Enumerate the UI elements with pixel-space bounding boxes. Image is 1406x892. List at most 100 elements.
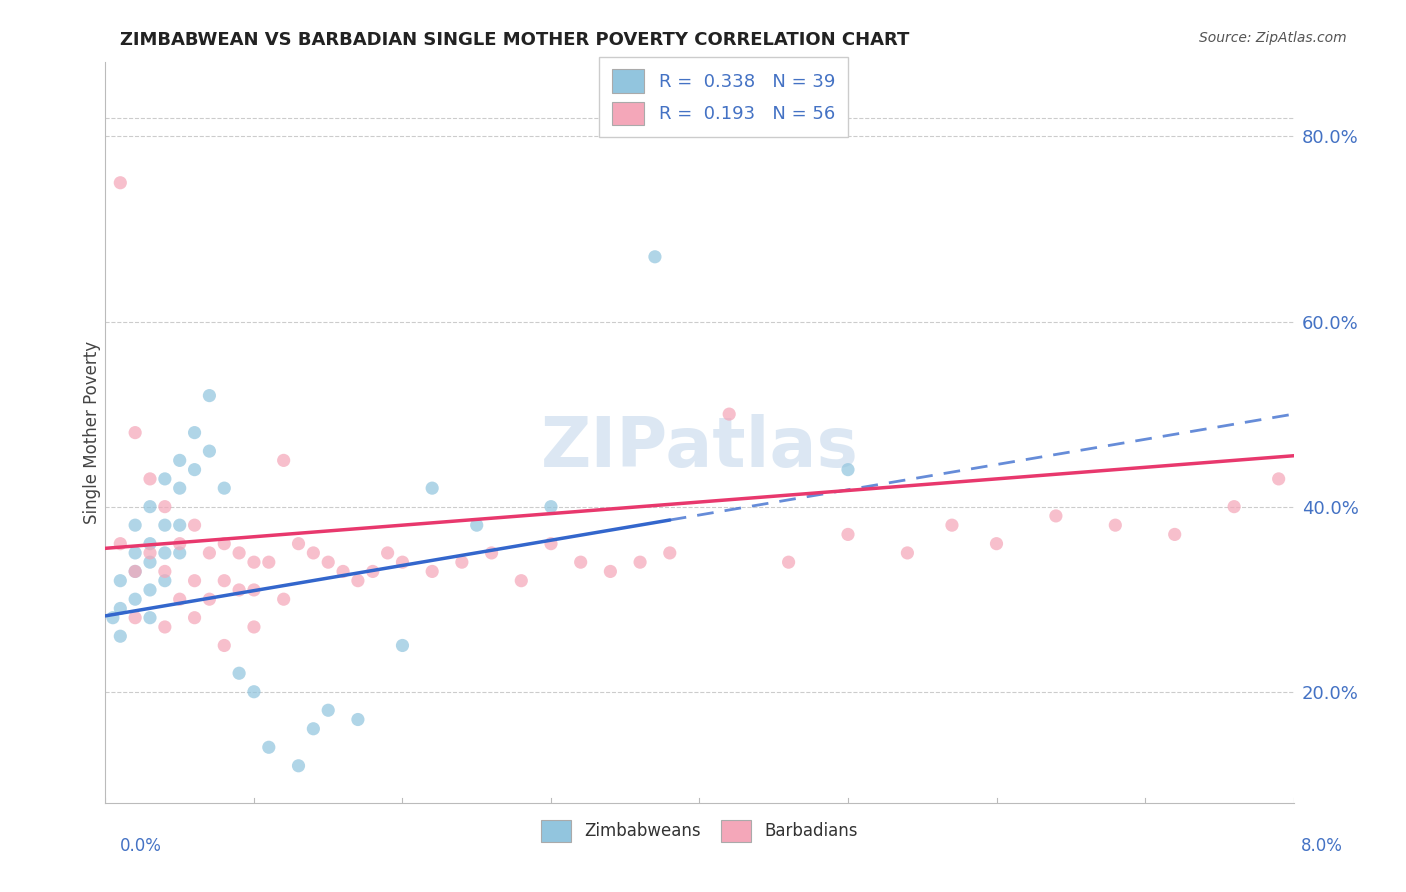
Point bbox=[139, 555, 162, 569]
Point bbox=[198, 546, 221, 560]
Point bbox=[124, 565, 146, 579]
Point bbox=[243, 685, 266, 699]
Point bbox=[153, 565, 176, 579]
Point bbox=[302, 546, 325, 560]
Point bbox=[169, 518, 191, 533]
Point bbox=[273, 592, 295, 607]
Point bbox=[153, 472, 176, 486]
Point bbox=[316, 703, 339, 717]
Point bbox=[139, 546, 162, 560]
Point bbox=[139, 536, 162, 550]
Point bbox=[465, 518, 488, 533]
Point bbox=[837, 462, 859, 476]
Point bbox=[169, 536, 191, 550]
Point bbox=[243, 620, 266, 634]
Point bbox=[986, 536, 1008, 550]
Point bbox=[183, 462, 205, 476]
Point bbox=[347, 713, 370, 727]
Point bbox=[169, 481, 191, 495]
Text: ZIPatlas: ZIPatlas bbox=[540, 414, 859, 481]
Point bbox=[139, 582, 162, 597]
Point bbox=[257, 740, 280, 755]
Point bbox=[273, 453, 295, 467]
Y-axis label: Single Mother Poverty: Single Mother Poverty bbox=[83, 341, 101, 524]
Point bbox=[599, 565, 621, 579]
Point bbox=[1104, 518, 1126, 533]
Point bbox=[481, 546, 503, 560]
Point bbox=[287, 536, 309, 550]
Point bbox=[153, 620, 176, 634]
Point bbox=[214, 639, 236, 653]
Point bbox=[1045, 508, 1067, 523]
Point bbox=[124, 546, 146, 560]
Point bbox=[153, 518, 176, 533]
Point bbox=[153, 500, 176, 514]
Point bbox=[124, 592, 146, 607]
Point bbox=[110, 536, 132, 550]
Point bbox=[510, 574, 533, 588]
Point bbox=[169, 592, 191, 607]
Point bbox=[420, 565, 443, 579]
Point bbox=[420, 481, 443, 495]
Point bbox=[110, 601, 132, 615]
Point bbox=[124, 425, 146, 440]
Point bbox=[391, 639, 413, 653]
Point bbox=[139, 500, 162, 514]
Point bbox=[101, 610, 124, 624]
Point bbox=[941, 518, 963, 533]
Point bbox=[391, 555, 413, 569]
Point bbox=[243, 582, 266, 597]
Point bbox=[361, 565, 384, 579]
Point bbox=[183, 574, 205, 588]
Point bbox=[347, 574, 370, 588]
Point bbox=[644, 250, 666, 264]
Point bbox=[153, 546, 176, 560]
Point bbox=[198, 592, 221, 607]
Point bbox=[169, 453, 191, 467]
Point bbox=[1223, 500, 1246, 514]
Point bbox=[110, 574, 132, 588]
Point bbox=[198, 389, 221, 403]
Point bbox=[124, 565, 146, 579]
Point bbox=[198, 444, 221, 458]
Point bbox=[718, 407, 741, 421]
Point bbox=[628, 555, 651, 569]
Point bbox=[1267, 472, 1289, 486]
Point bbox=[169, 546, 191, 560]
Point bbox=[183, 518, 205, 533]
Point bbox=[124, 518, 146, 533]
Point bbox=[110, 176, 132, 190]
Text: 0.0%: 0.0% bbox=[120, 837, 162, 855]
Point bbox=[896, 546, 918, 560]
Point bbox=[569, 555, 592, 569]
Point bbox=[658, 546, 681, 560]
Point bbox=[316, 555, 339, 569]
Point bbox=[540, 536, 562, 550]
Point bbox=[228, 546, 250, 560]
Point bbox=[124, 610, 146, 624]
Point bbox=[1164, 527, 1187, 541]
Point bbox=[110, 629, 132, 643]
Point bbox=[139, 472, 162, 486]
Text: ZIMBABWEAN VS BARBADIAN SINGLE MOTHER POVERTY CORRELATION CHART: ZIMBABWEAN VS BARBADIAN SINGLE MOTHER PO… bbox=[120, 31, 908, 49]
Point bbox=[183, 610, 205, 624]
Point bbox=[214, 481, 236, 495]
Point bbox=[287, 758, 309, 772]
Point bbox=[257, 555, 280, 569]
Point bbox=[377, 546, 399, 560]
Point bbox=[228, 582, 250, 597]
Point bbox=[228, 666, 250, 681]
Point bbox=[450, 555, 472, 569]
Point bbox=[243, 555, 266, 569]
Point bbox=[153, 574, 176, 588]
Text: 8.0%: 8.0% bbox=[1301, 837, 1343, 855]
Point bbox=[214, 574, 236, 588]
Point bbox=[214, 536, 236, 550]
Point bbox=[837, 527, 859, 541]
Point bbox=[332, 565, 354, 579]
Point bbox=[540, 500, 562, 514]
Point bbox=[139, 610, 162, 624]
Legend: Zimbabweans, Barbadians: Zimbabweans, Barbadians bbox=[533, 812, 866, 850]
Text: Source: ZipAtlas.com: Source: ZipAtlas.com bbox=[1199, 31, 1347, 45]
Point bbox=[183, 425, 205, 440]
